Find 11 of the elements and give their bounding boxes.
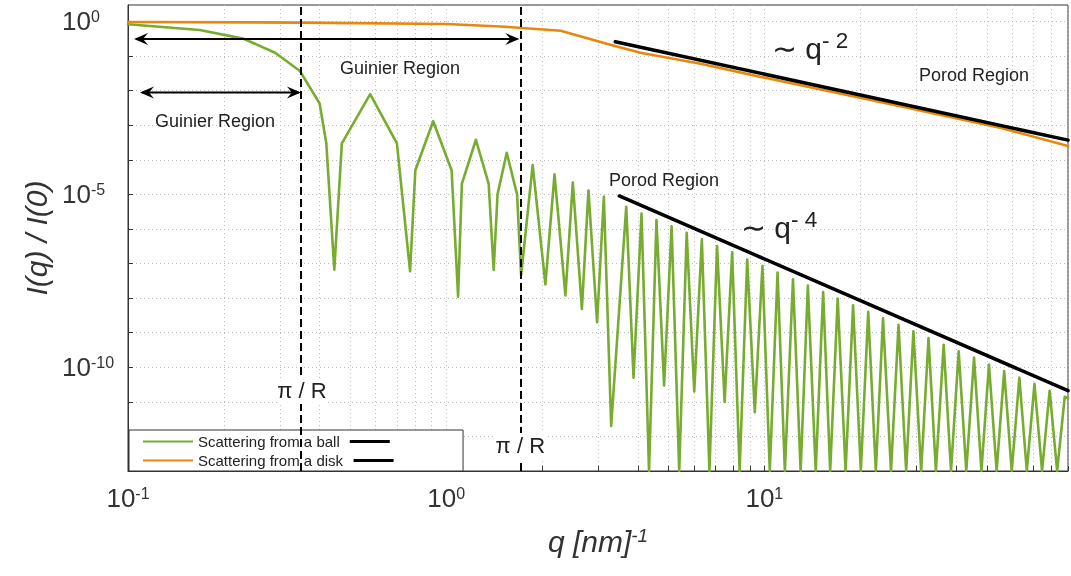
annotation: Porod Region: [918, 64, 1030, 86]
annotation: ∼ q$^{- 2}$: [771, 28, 849, 66]
ref-line-label: π / R: [495, 433, 546, 459]
annotation: Guinier Region: [154, 110, 276, 132]
annotation: ∼ q$^{- 4}$: [740, 207, 818, 245]
annotation: Guinier Region: [339, 57, 461, 79]
legend-label: Scattering from a disk: [198, 452, 344, 469]
annotation: Porod Region: [608, 169, 720, 191]
y-axis-title: I(q) / I(0): [19, 180, 53, 296]
ref-line-label: π / R: [277, 378, 327, 404]
legend-label: Scattering from a ball: [198, 433, 340, 450]
